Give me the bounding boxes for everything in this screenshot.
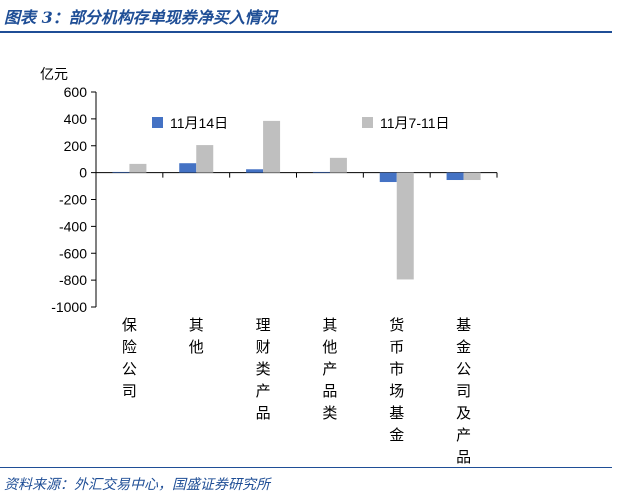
- bar-series-2: [196, 145, 214, 173]
- x-category-label: 基金公司及产品: [456, 316, 471, 466]
- legend-label: 11月7-11日: [380, 115, 450, 131]
- bar-series-1: [112, 171, 130, 173]
- y-tick-label: -800: [59, 272, 87, 288]
- y-tick-label: -200: [59, 192, 87, 208]
- y-tick-label: -400: [59, 218, 87, 234]
- bar-series-1: [312, 171, 330, 173]
- plot-area: 600 400 200 0 -200 -400 -600 -800 -1000 保险公司 其他 理财类…: [51, 84, 498, 466]
- figure-title: 图表 3：部分机构存单现券净买入情况: [4, 8, 277, 27]
- y-tick-label: -600: [59, 245, 87, 261]
- bar-series-2: [329, 157, 347, 173]
- y-tick-label: 0: [79, 165, 87, 181]
- source-note: 资料来源：外汇交易中心，国盛证券研究所: [4, 477, 270, 493]
- y-tick-label: 200: [64, 138, 88, 154]
- x-category-label: 其他: [189, 316, 204, 356]
- bar-series-1: [446, 172, 464, 181]
- bar-series-1: [379, 172, 397, 183]
- legend-swatch: [362, 117, 373, 128]
- legend-label: 11月14日: [170, 115, 228, 131]
- bar-series-2: [463, 172, 481, 181]
- bar-series-2: [129, 163, 147, 173]
- x-category-label: 理财类产品: [256, 316, 271, 422]
- bar-series-2: [396, 172, 414, 280]
- bar-series-1: [246, 169, 264, 173]
- bar-series-1: [179, 163, 197, 173]
- bar-series-2: [263, 120, 281, 173]
- y-tick-label: -1000: [51, 299, 87, 315]
- legend: 11月14日 11月7-11日: [152, 115, 450, 131]
- legend-swatch: [152, 117, 163, 128]
- x-category-label: 货币市场基金: [389, 316, 404, 444]
- x-category-label: 其他产品类: [322, 316, 337, 422]
- title-rule: [0, 31, 612, 33]
- y-axis-unit-label: 亿元: [40, 66, 68, 82]
- y-tick-label: 600: [64, 84, 88, 100]
- x-category-label: 保险公司: [122, 316, 137, 400]
- y-tick-label: 400: [64, 111, 88, 127]
- footer-rule: [0, 467, 612, 468]
